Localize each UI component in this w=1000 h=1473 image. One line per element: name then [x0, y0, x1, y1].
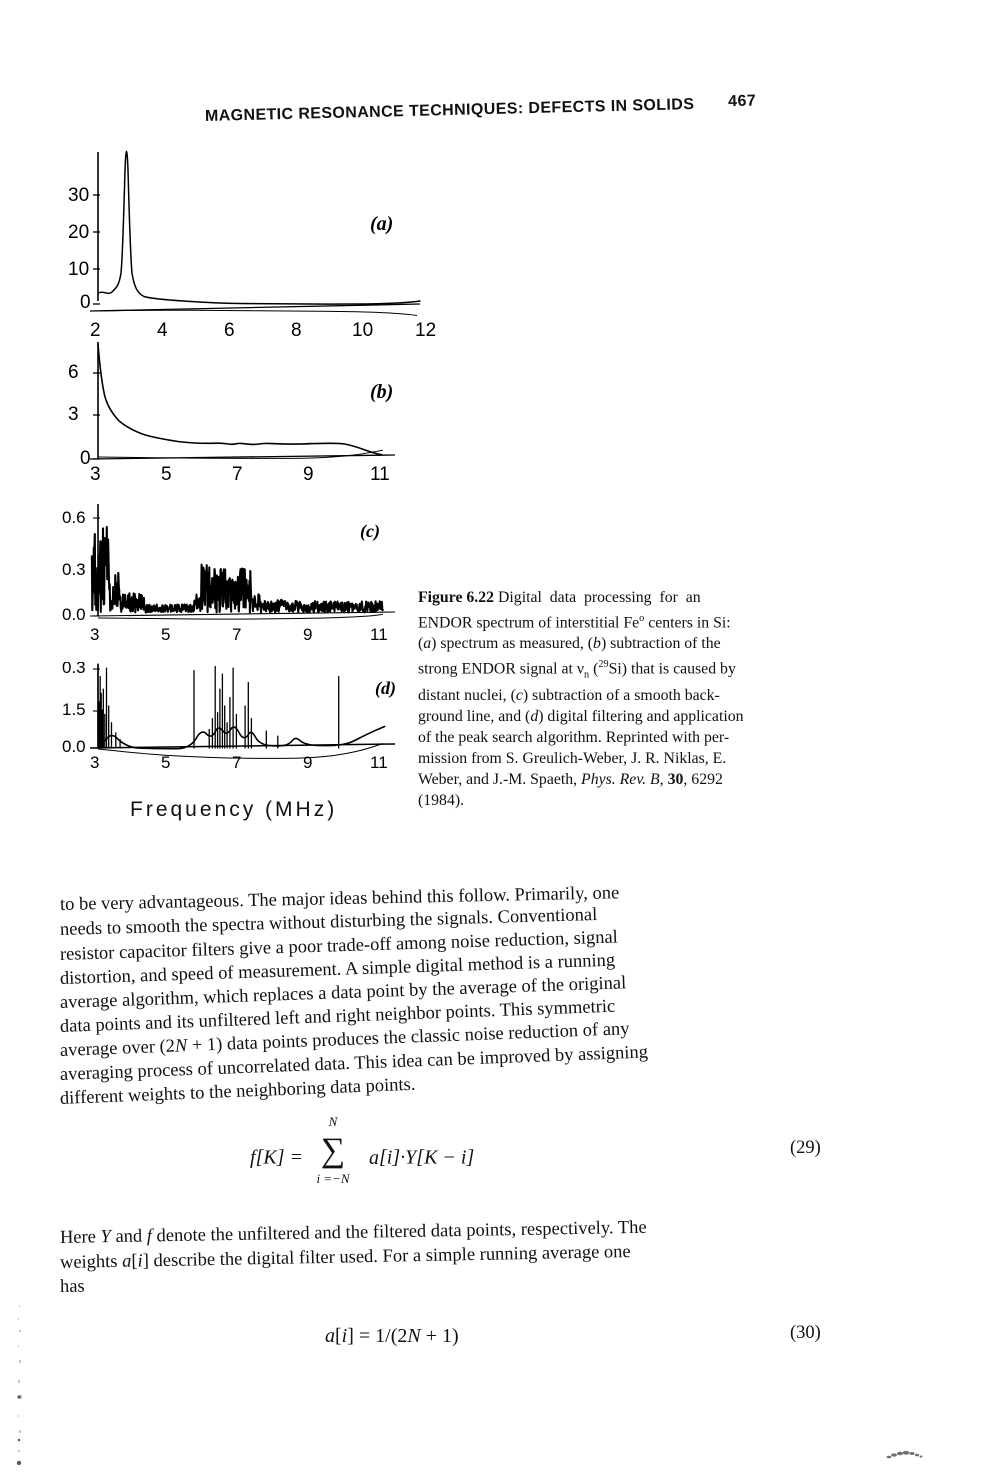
svg-text:(d): (d)	[375, 678, 396, 699]
svg-text:6: 6	[68, 362, 79, 383]
svg-text:10: 10	[352, 320, 373, 340]
svg-text:1.5: 1.5	[62, 700, 86, 719]
svg-text:12: 12	[415, 320, 436, 340]
svg-text:0.3: 0.3	[62, 560, 86, 579]
svg-text:0.3: 0.3	[62, 662, 86, 677]
svg-text:0.6: 0.6	[62, 508, 86, 527]
svg-text:0.0: 0.0	[62, 605, 86, 624]
svg-text:10: 10	[68, 259, 89, 280]
svg-text:5: 5	[161, 464, 172, 485]
svg-text:8: 8	[291, 320, 302, 340]
svg-text:9: 9	[303, 464, 314, 485]
svg-text:0: 0	[80, 292, 91, 313]
svg-text:9: 9	[303, 753, 312, 772]
svg-text:30: 30	[68, 185, 89, 206]
svg-text:6: 6	[224, 320, 235, 340]
svg-text:0.0: 0.0	[62, 737, 86, 756]
svg-text:11: 11	[370, 625, 388, 644]
svg-text:7: 7	[232, 625, 241, 644]
svg-text:7: 7	[232, 464, 243, 485]
svg-text:11: 11	[370, 753, 388, 772]
svg-text:7: 7	[232, 753, 241, 772]
svg-text:3: 3	[68, 404, 79, 425]
svg-text:(a): (a)	[370, 213, 393, 235]
svg-text:3: 3	[90, 753, 99, 772]
svg-text:2: 2	[90, 320, 101, 340]
svg-text:5: 5	[161, 625, 170, 644]
svg-text:(c): (c)	[360, 521, 380, 542]
svg-text:4: 4	[157, 320, 168, 340]
svg-text:9: 9	[303, 625, 312, 644]
svg-text:3: 3	[90, 625, 99, 644]
svg-text:0: 0	[80, 448, 91, 469]
svg-text:3: 3	[90, 464, 101, 485]
svg-text:11: 11	[370, 464, 390, 485]
svg-text:20: 20	[68, 222, 89, 243]
svg-text:(b): (b)	[370, 381, 393, 403]
